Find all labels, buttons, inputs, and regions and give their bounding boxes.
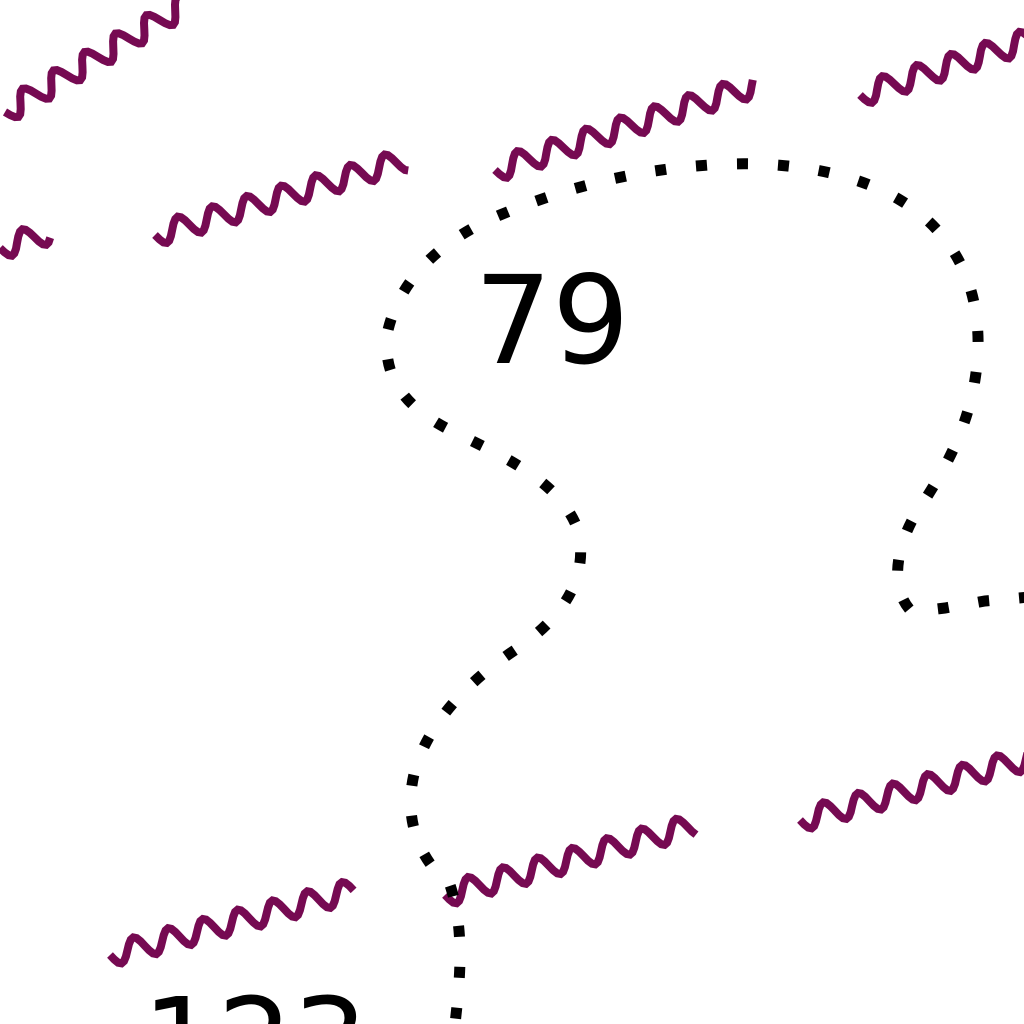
- level-number[interactable]: 123: [142, 972, 367, 1024]
- level-number[interactable]: 79: [474, 250, 629, 392]
- wave: [152, 150, 409, 248]
- wave: [107, 877, 357, 968]
- dotted-path: [381, 158, 1024, 1024]
- wave: [2, 0, 180, 122]
- wave: [0, 225, 54, 260]
- wave: [442, 814, 699, 908]
- wave: [857, 27, 1024, 107]
- wave: [492, 79, 757, 182]
- wave: [797, 751, 1024, 833]
- wave-decorations: [0, 0, 1024, 968]
